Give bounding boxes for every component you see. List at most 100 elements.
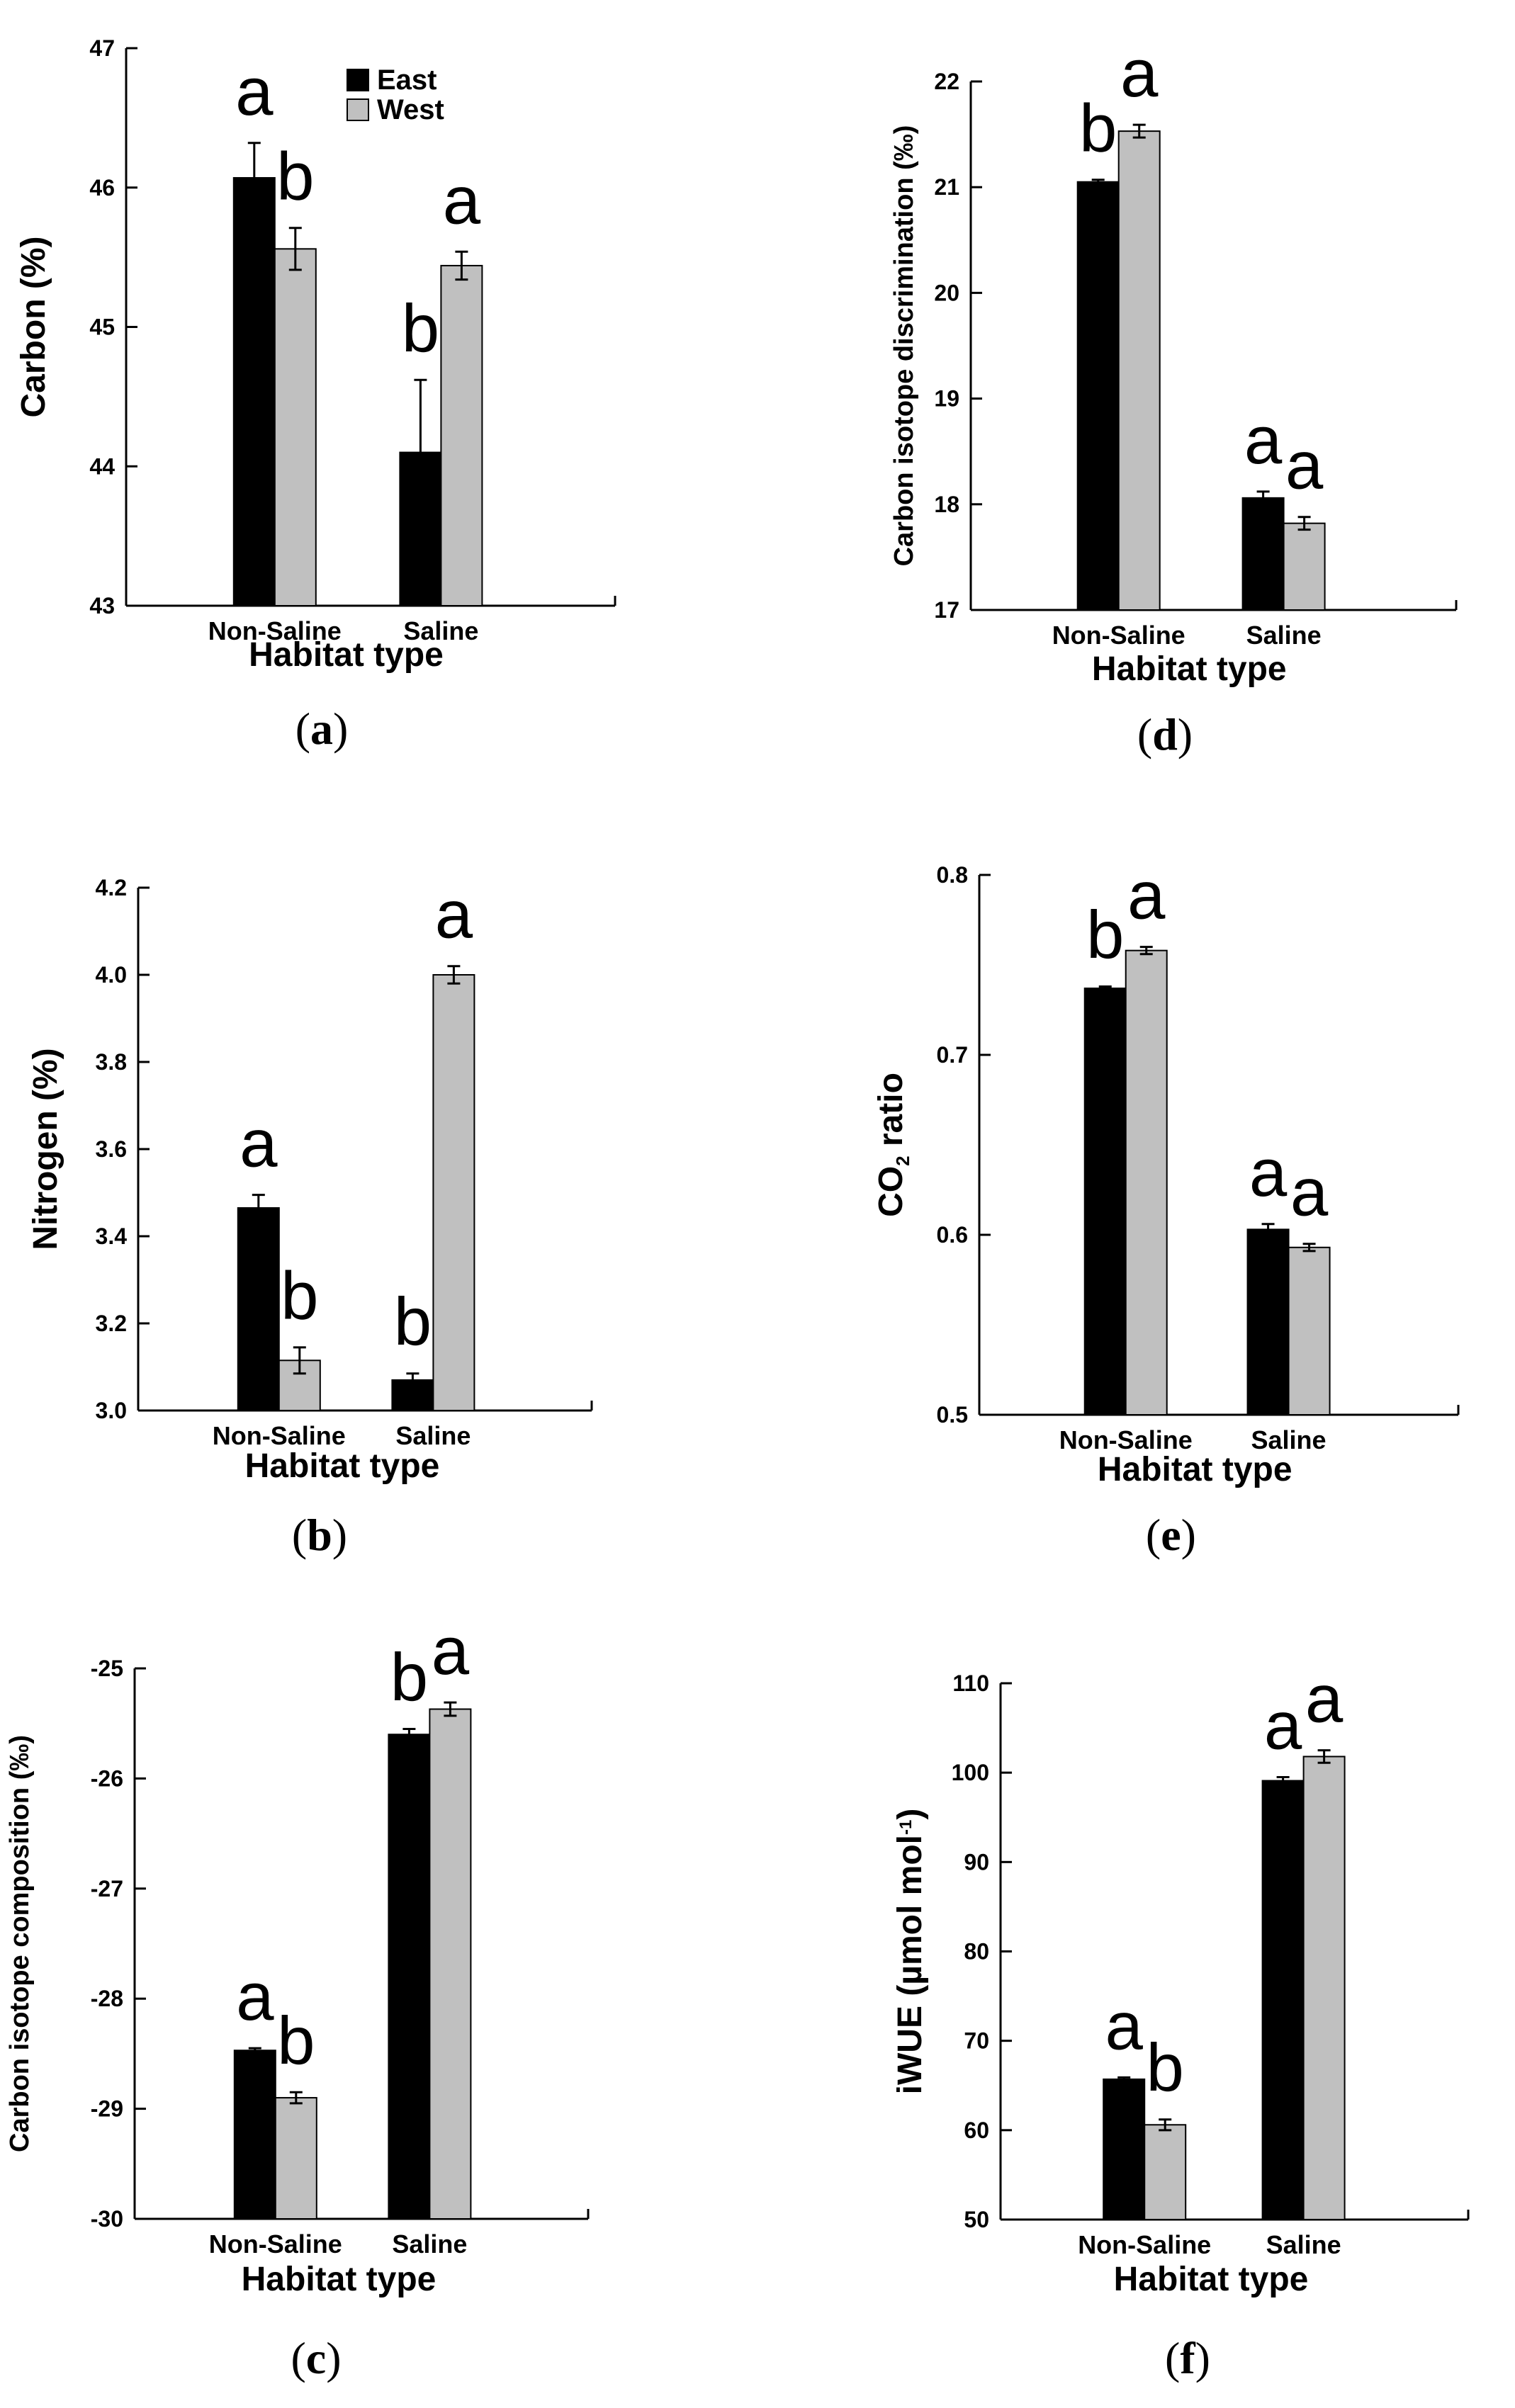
panel-caption: (d) xyxy=(1137,709,1193,759)
x-tick-label: Saline xyxy=(1246,621,1322,650)
bar-west xyxy=(274,2097,317,2220)
significance-letter: b xyxy=(1086,897,1124,973)
x-axis-title: Habitat type xyxy=(1114,2261,1309,2298)
legend-swatch-east xyxy=(347,69,369,91)
significance-letter: a xyxy=(240,1106,278,1182)
y-tick-label: 43 xyxy=(89,593,115,618)
x-tick-label: Non-Saline xyxy=(1078,2230,1211,2259)
y-axis-title: CO2 ratio xyxy=(872,1073,913,1217)
panel-caption: (a) xyxy=(295,703,349,754)
significance-letter: a xyxy=(432,1613,470,1689)
y-tick-label: 0.7 xyxy=(937,1042,968,1068)
y-tick-label: -29 xyxy=(91,2096,123,2122)
bar-west xyxy=(1288,1246,1331,1416)
bar-west xyxy=(1125,949,1168,1416)
significance-letter: a xyxy=(1285,428,1324,504)
legend-swatch-west xyxy=(347,98,369,121)
x-tick-label: Non-Saline xyxy=(1059,1425,1193,1454)
significance-letter: a xyxy=(443,162,481,238)
significance-letter: b xyxy=(1079,91,1117,166)
legend-label: East xyxy=(377,64,437,96)
bar-east xyxy=(1083,988,1127,1415)
y-tick-label: 17 xyxy=(934,597,959,623)
panel-caption: (c) xyxy=(291,2333,341,2383)
significance-letter: b xyxy=(276,139,314,215)
bar-west xyxy=(1117,130,1161,611)
significance-letter: a xyxy=(1127,858,1166,934)
panel-caption: (b) xyxy=(292,1510,347,1560)
y-tick-label: 70 xyxy=(964,2028,989,2054)
y-tick-label: 20 xyxy=(934,280,959,305)
y-tick-label: 44 xyxy=(89,453,115,479)
y-tick-label: 110 xyxy=(952,1671,989,1696)
y-tick-label: 0.6 xyxy=(937,1222,968,1248)
significance-letter: b xyxy=(1147,2030,1184,2106)
x-axis-title: Habitat type xyxy=(249,636,444,674)
y-axis-title: Carbon isotope composition (‰) xyxy=(5,1735,35,2152)
y-tick-label: 80 xyxy=(964,1939,989,1965)
panel-caption: (e) xyxy=(1146,1510,1196,1560)
bar-east xyxy=(1076,181,1120,611)
y-tick-label: -25 xyxy=(91,1656,123,1681)
x-tick-label: Non-Saline xyxy=(213,1421,346,1450)
y-tick-label: 4.0 xyxy=(96,962,127,988)
significance-letter: b xyxy=(281,1258,318,1334)
y-tick-label: 0.8 xyxy=(937,862,968,888)
y-tick-label: -27 xyxy=(91,1876,123,1901)
y-tick-label: 3.2 xyxy=(96,1311,127,1336)
x-axis-title: Habitat type xyxy=(1092,650,1287,688)
y-tick-label: 4.2 xyxy=(96,875,127,900)
significance-letter: a xyxy=(435,877,473,953)
y-tick-label: 90 xyxy=(964,1849,989,1875)
x-tick-label: Saline xyxy=(395,1421,471,1450)
significance-letter: a xyxy=(1249,1135,1288,1211)
bar-west xyxy=(432,974,475,1411)
bar-east xyxy=(1241,497,1285,611)
x-tick-label: Non-Saline xyxy=(208,616,342,645)
significance-letter: a xyxy=(235,54,274,130)
significance-letter: b xyxy=(402,290,439,366)
significance-letter: b xyxy=(390,1639,428,1715)
y-axis-title: Carbon isotope discrimination (‰) xyxy=(889,125,919,567)
significance-letter: a xyxy=(1264,1688,1302,1763)
y-tick-label: -30 xyxy=(91,2206,123,2232)
bar-east xyxy=(388,1734,431,2220)
significance-letter: a xyxy=(1244,402,1283,478)
bar-west xyxy=(429,1708,472,2220)
y-tick-label: 60 xyxy=(964,2118,989,2143)
significance-letter: a xyxy=(236,1959,274,2035)
y-tick-label: 3.4 xyxy=(96,1223,128,1249)
panel-caption: (f) xyxy=(1165,2333,1210,2383)
y-tick-label: 3.0 xyxy=(96,1398,127,1423)
bar-east xyxy=(1103,2078,1146,2220)
y-tick-label: 18 xyxy=(934,492,959,517)
bar-east xyxy=(1261,1780,1305,2221)
bar-east xyxy=(237,1207,280,1412)
y-tick-label: 22 xyxy=(934,69,959,94)
y-tick-label: 3.8 xyxy=(96,1049,127,1075)
y-tick-label: 100 xyxy=(952,1760,989,1785)
chart-panel-c: -30 -29 -28 -27 -26 -25 Carbon isotope composi… xyxy=(5,1613,590,2383)
bar-west xyxy=(440,264,483,606)
y-tick-label: 46 xyxy=(89,175,115,200)
y-tick-label: -28 xyxy=(91,1986,123,2011)
x-tick-label: Saline xyxy=(1266,2230,1341,2259)
x-tick-label: Saline xyxy=(1251,1425,1327,1454)
bar-east xyxy=(233,2050,276,2220)
bar-west xyxy=(1144,2124,1187,2221)
bar-east xyxy=(232,176,276,607)
significance-letter: a xyxy=(1105,1988,1144,2064)
x-tick-label: Non-Saline xyxy=(209,2229,342,2259)
x-tick-label: Saline xyxy=(403,616,478,645)
y-tick-label: 3.6 xyxy=(96,1136,127,1162)
y-axis-title: Carbon (%) xyxy=(15,237,52,418)
bar-west xyxy=(1283,522,1326,611)
x-axis-title: Habitat type xyxy=(245,1447,440,1485)
chart-panel-d: 17 18 19 20 21 22 Carbon isotope discriminatio… xyxy=(889,35,1458,759)
